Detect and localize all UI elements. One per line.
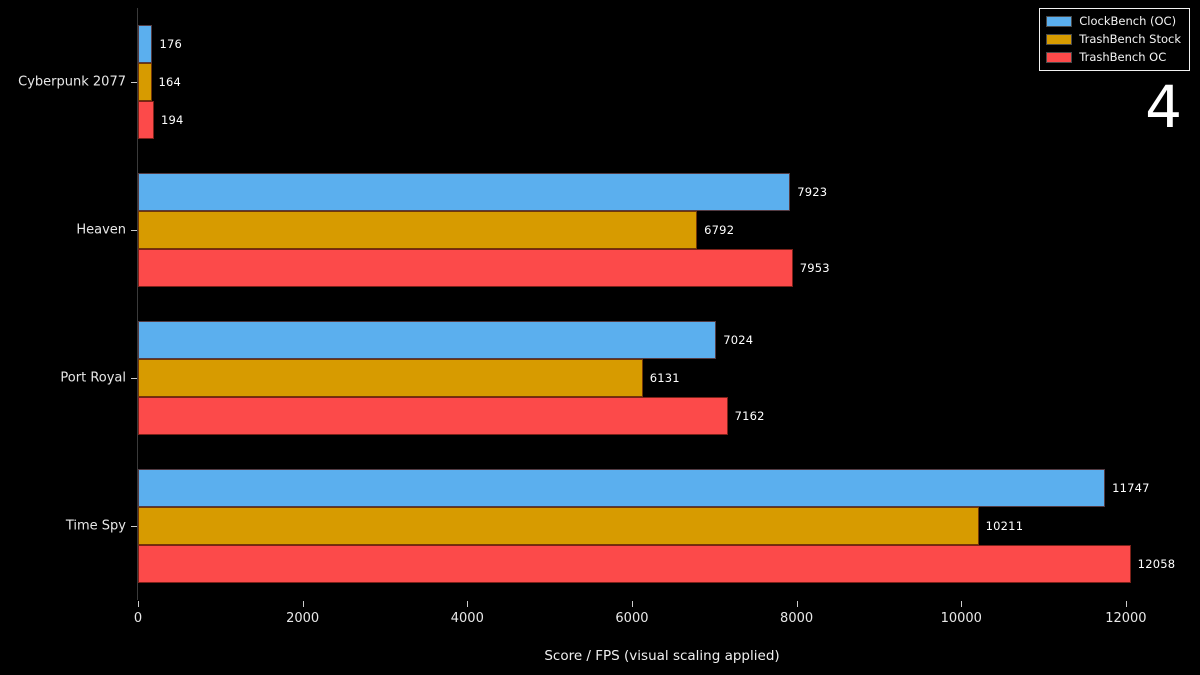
x-axis-tick-label: 2000 — [286, 611, 320, 626]
legend-entry[interactable]: TrashBench OC — [1046, 50, 1181, 65]
legend-label: TrashBench Stock — [1079, 31, 1181, 46]
y-axis-tick — [131, 82, 137, 83]
bar-value-label: 6131 — [649, 371, 680, 385]
bar[interactable] — [138, 25, 153, 63]
bar-value-label: 6792 — [704, 223, 735, 237]
bar[interactable] — [138, 469, 1106, 507]
bar-value-label: 194 — [160, 113, 184, 127]
bar-row: 12058 — [138, 545, 1200, 583]
bar-value-label: 10211 — [985, 519, 1024, 533]
plot-area: 176 164 194 7923 6792 7953 7024 6131 7162 11747 10… — [138, 8, 1200, 600]
y-axis-tick — [131, 230, 137, 231]
x-axis-tick-label: 10000 — [940, 611, 982, 626]
x-axis-tick — [467, 601, 469, 607]
bar-row: 6792 — [138, 211, 1200, 249]
x-axis-tick-label: 12000 — [1105, 611, 1147, 626]
legend-swatch-icon — [1046, 34, 1073, 45]
x-axis-tick-label: 8000 — [780, 611, 814, 626]
bar-row: 164 — [138, 63, 1200, 101]
y-axis-tick-label: Time Spy — [65, 518, 126, 534]
bar-row: 7953 — [138, 249, 1200, 287]
x-axis-tick-label: 0 — [133, 611, 143, 626]
bar-row: 6131 — [138, 359, 1200, 397]
chart-legend: ClockBench (OC) TrashBench Stock TrashBenc… — [1039, 8, 1190, 71]
bar-value-label: 7162 — [734, 409, 765, 423]
bar-row: 176 — [138, 25, 1200, 63]
legend-entry[interactable]: ClockBench (OC) — [1046, 14, 1181, 29]
bar[interactable] — [138, 359, 643, 397]
legend-swatch-icon — [1046, 16, 1073, 27]
legend-entry[interactable]: TrashBench Stock — [1046, 32, 1181, 47]
x-axis-tick — [796, 601, 798, 607]
x-axis-tick — [961, 601, 963, 607]
legend-label: ClockBench (OC) — [1079, 13, 1177, 28]
bar[interactable] — [138, 249, 793, 287]
bar-value-label: 164 — [158, 75, 182, 89]
y-axis-tick-label: Port Royal — [60, 370, 126, 386]
x-axis-tick — [631, 601, 633, 607]
y-axis-tick-label: Heaven — [76, 222, 126, 238]
x-axis-tick — [1125, 601, 1127, 607]
bar-value-label: 11747 — [1112, 481, 1150, 495]
legend-swatch-icon — [1046, 52, 1073, 63]
legend-label: TrashBench OC — [1079, 49, 1167, 64]
bar[interactable] — [138, 321, 717, 359]
y-axis-spine — [137, 8, 138, 600]
bar-row: 10211 — [138, 507, 1200, 545]
bar[interactable] — [138, 101, 154, 139]
bar[interactable] — [138, 211, 698, 249]
bar-group: 11747 10211 12058 — [138, 469, 1200, 583]
x-axis-tick — [302, 601, 304, 607]
bar-row: 194 — [138, 101, 1200, 139]
x-axis-tick-label: 4000 — [450, 611, 484, 626]
y-axis-tick — [131, 378, 137, 379]
x-axis-tick-label: 6000 — [615, 611, 649, 626]
bar-row: 11747 — [138, 469, 1200, 507]
bar[interactable] — [138, 507, 979, 545]
bar[interactable] — [138, 173, 791, 211]
bar-group: 7923 6792 7953 — [138, 173, 1200, 287]
bar-group: 176 164 194 — [138, 25, 1200, 139]
bar-value-label: 7953 — [799, 261, 830, 275]
bar[interactable] — [138, 545, 1131, 583]
bar[interactable] — [138, 63, 152, 101]
y-axis-tick — [131, 526, 137, 527]
watermark-number: 4 — [1145, 73, 1182, 141]
bar-row: 7923 — [138, 173, 1200, 211]
x-axis-title: Score / FPS (visual scaling applied) — [544, 648, 780, 664]
bar-value-label: 176 — [159, 37, 183, 51]
x-axis-tick — [138, 601, 139, 607]
bar-row: 7162 — [138, 397, 1200, 435]
bar-value-label: 12058 — [1137, 557, 1176, 571]
bar-group: 7024 6131 7162 — [138, 321, 1200, 435]
bar-row: 7024 — [138, 321, 1200, 359]
bar-value-label: 7024 — [723, 333, 754, 347]
bar-value-label: 7923 — [797, 185, 828, 199]
y-axis-tick-label: Cyberpunk 2077 — [18, 74, 126, 90]
bar[interactable] — [138, 397, 728, 435]
